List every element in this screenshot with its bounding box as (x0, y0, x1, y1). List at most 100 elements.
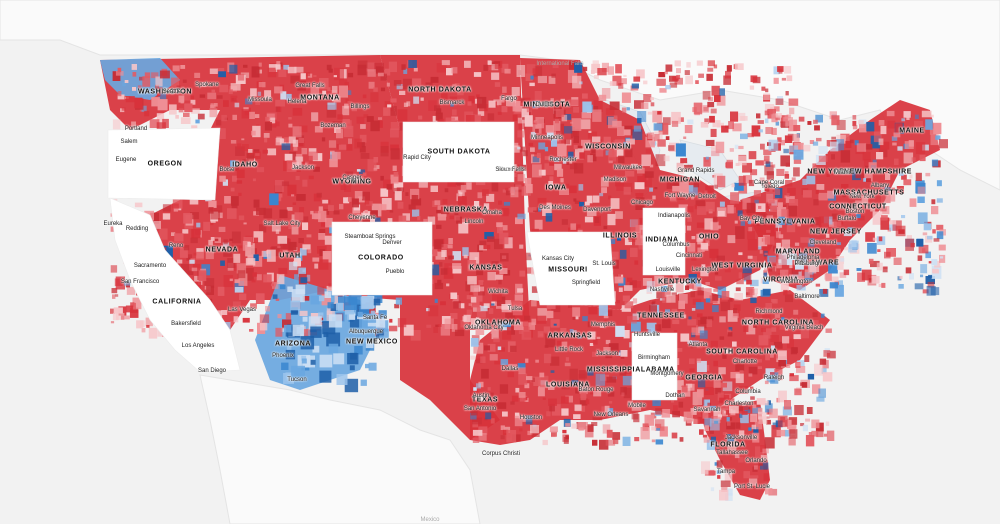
city-label-bozeman: Bozeman (320, 123, 346, 129)
city-label-missoula: Missoula (248, 97, 272, 103)
city-label-st-louis: St. Louis (592, 261, 616, 267)
state-label-wyoming: WYOMING (332, 178, 372, 186)
city-label-eureka: Eureka (103, 221, 123, 227)
state-label-new-hampshire: NEW HAMPSHIRE (843, 168, 913, 176)
state-label-nevada: NEVADA (205, 246, 239, 254)
state-label-kansas: KANSAS (469, 264, 503, 272)
county-cells (110, 60, 948, 501)
state-label-louisiana: LOUISIANA (546, 381, 590, 389)
state-label-illinois: ILLINOIS (602, 232, 638, 240)
city-label-dothan: Dothan (665, 393, 685, 399)
city-label-tulsa: Tulsa (507, 306, 523, 312)
city-label-boise: Boise (219, 167, 235, 173)
state-label-arizona: ARIZONA (274, 340, 312, 348)
city-label-baton-rouge: Baton Rouge (578, 387, 614, 393)
city-label-miami: Miami (834, 170, 850, 176)
city-label-virginia-beach: Virginia Beach (784, 325, 824, 331)
city-label-salt-lake-city: Salt Lake City (263, 221, 301, 227)
blank-state-south-dakota (402, 121, 515, 183)
city-label-las-vegas: Las Vegas (227, 307, 257, 313)
geo-label-sioux-falls: Sioux Falls (497, 167, 527, 173)
city-label-redding: Redding (125, 226, 149, 232)
city-label-springfield: Springfield (571, 280, 601, 286)
city-label-memphis: Memphis (590, 322, 616, 328)
state-label-utah: UTAH (279, 252, 301, 260)
mexico-landmass (199, 374, 481, 524)
city-label-casper: Casper (342, 175, 362, 181)
city-label-reno: Reno (168, 243, 184, 249)
state-label-indiana: INDIANA (645, 236, 679, 244)
blank-state-colorado (331, 221, 433, 296)
city-label-san-diego: San Diego (197, 368, 227, 374)
state-label-california: CALIFORNIA (152, 298, 202, 306)
state-label-alabama: ALABAMA (635, 366, 675, 374)
geo-label-international-falls: International Falls (536, 61, 584, 67)
city-label-bismarck: Bismarck (439, 100, 465, 106)
state-label-mississippi: MISSISSIPPI (586, 366, 636, 374)
state-label-ohio: OHIO (698, 233, 720, 241)
blank-state-california (109, 197, 241, 373)
city-label-bakersfield: Bakersfield (171, 321, 201, 327)
city-label-toledo: Toledo (761, 184, 779, 190)
city-label-jacksonville: Jacksonville (724, 435, 758, 441)
city-label-wichita: Wichita (488, 289, 508, 295)
city-label-dallas: Dallas (501, 366, 519, 372)
city-label-oklahoma-city: Oklahoma City (464, 325, 504, 331)
city-label-albany: Albany (870, 183, 890, 189)
city-label-seattle: Seattle (162, 89, 182, 95)
city-label-helena: Helena (287, 99, 307, 105)
state-label-delaware: DELAWARE (794, 259, 840, 267)
city-label-washington: Washington (780, 279, 812, 285)
city-label-tucson: Tucson (287, 377, 307, 383)
city-label-lexington: Lexington (691, 267, 719, 273)
city-label-fargo: Fargo (501, 96, 517, 102)
city-label-billings: Billings (350, 104, 370, 110)
state-label-north-carolina: NORTH CAROLINA (741, 319, 815, 327)
city-label-atlanta: Atlanta (688, 342, 708, 348)
state-label-maryland: MARYLAND (775, 248, 821, 256)
city-label-orlando: Orlando (745, 458, 767, 464)
city-label-philadelphia: Philadelphia (786, 255, 820, 261)
city-label-houston: Houston (519, 415, 543, 421)
city-label-pittsburgh: Pittsburgh (794, 261, 822, 267)
city-label-duluth: Duluth (535, 102, 553, 108)
city-label-sioux-falls: Sioux Falls (495, 167, 525, 173)
city-label-cheyenne: Cheyenne (348, 215, 376, 221)
city-label-santa-fe: Santa Fe (362, 315, 388, 321)
city-label-rapid-city: Rapid City (403, 155, 431, 161)
no-data-states (107, 121, 686, 401)
city-label-denver: Denver (382, 240, 402, 246)
city-label-austin: Austin (472, 393, 490, 399)
city-label-great-falls: Great Falls (295, 83, 325, 89)
city-label-indianapolis: Indianapolis (657, 213, 691, 219)
city-label-richmond: Richmond (755, 309, 783, 315)
state-label-minnesota: MINNESOTA (523, 101, 571, 109)
state-label-new-jersey: NEW JERSEY (810, 228, 862, 236)
state-label-wisconsin: WISCONSIN (585, 143, 631, 151)
city-label-steamboat-springs: Steamboat Springs (344, 234, 396, 240)
state-label-oregon: OREGON (147, 160, 183, 168)
city-label-eugene: Eugene (115, 157, 137, 163)
state-label-connecticut: CONNECTICUT (829, 203, 887, 211)
city-label-spokane: Spokane (195, 82, 219, 88)
city-label-fort-wayne: Fort Wayne (664, 193, 696, 199)
state-label-west-virginia: WEST VIRGINIA (711, 262, 773, 270)
city-label-rochester: Rochester (549, 157, 577, 163)
state-label-missouri: MISSOURI (548, 266, 588, 274)
state-label-massachusetts: MASSACHUSETTS (833, 189, 905, 197)
city-label-des-moines: Des Moines (539, 205, 571, 211)
state-label-south-dakota: SOUTH DAKOTA (427, 148, 491, 156)
city-label-phoenix: Phoenix (272, 353, 294, 359)
geo-label-mexico: Mexico (420, 517, 440, 523)
blank-state-indiana (642, 207, 686, 276)
city-label-cincinnati: Cincinnati (675, 253, 703, 259)
city-label-new-orleans: New Orleans (593, 412, 629, 418)
state-label-arkansas: ARKANSAS (547, 332, 593, 340)
state-label-georgia: GEORGIA (685, 374, 723, 382)
city-label-davenport: Davenport (583, 207, 611, 213)
state-label-maine: MAINE (899, 127, 925, 135)
city-label-little-rock: Little Rock (554, 347, 584, 353)
city-label-detroit: Detroit (698, 194, 716, 200)
blank-state-oregon (107, 127, 221, 201)
